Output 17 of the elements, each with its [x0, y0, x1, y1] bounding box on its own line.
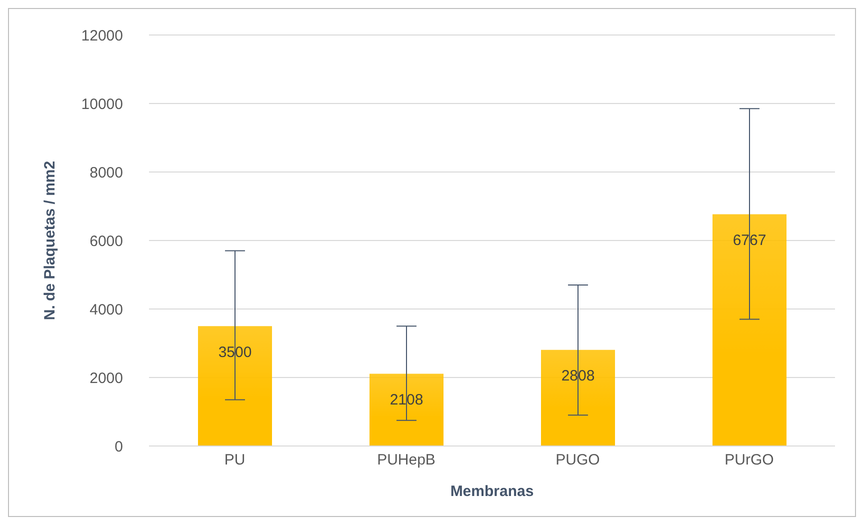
y-tick-label: 4000 — [90, 301, 123, 318]
x-axis-title: Membranas — [450, 483, 534, 500]
y-tick-label: 0 — [114, 438, 123, 456]
bar — [541, 350, 615, 446]
y-tick-label: 6000 — [90, 232, 123, 250]
x-tick-label: PUHepB — [377, 452, 436, 469]
x-tick-label: PUGO — [556, 452, 600, 469]
y-tick-label: 8000 — [90, 164, 123, 182]
y-tick-label: 2000 — [90, 370, 123, 387]
y-tick-label: 12000 — [81, 27, 123, 44]
x-tick-label: PU — [224, 452, 246, 469]
bar — [198, 326, 272, 446]
bar — [370, 374, 444, 446]
x-tick-label: PUrGO — [724, 452, 774, 469]
y-tick-label: 10000 — [81, 96, 123, 113]
bar — [712, 214, 786, 446]
y-axis-title: N. de Plaquetas / mm2 — [41, 160, 58, 320]
